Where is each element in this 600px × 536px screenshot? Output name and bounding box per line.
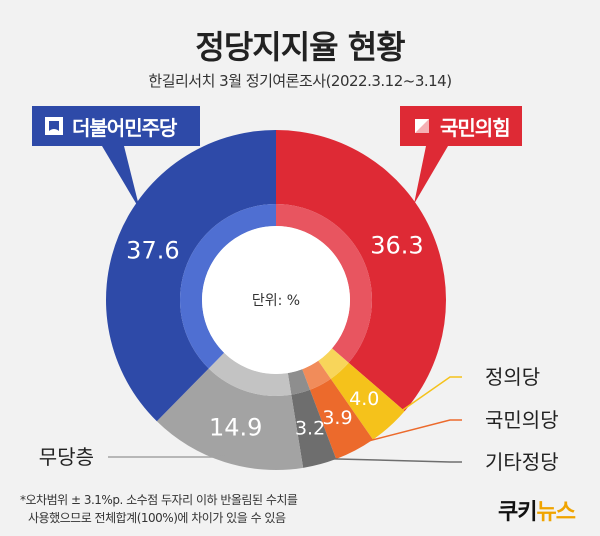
footnote: *오차범위 ± 3.1%p. 소수점 두자리 이하 반올림된 수치를 사용했으므… — [20, 491, 298, 527]
dem-logo-icon — [45, 117, 63, 135]
slice-2-value-label: 3.9 — [322, 407, 352, 429]
slice-2-category-label: 국민의당 — [485, 408, 559, 432]
slice-3-callout-line — [318, 457, 462, 463]
brand-part-2: 뉴스 — [536, 500, 575, 525]
donut-center — [202, 226, 350, 374]
slice-0-value-label: 36.3 — [370, 232, 423, 260]
slice-3-outer — [291, 389, 337, 468]
slice-4-callout-line — [108, 455, 227, 458]
slice-4-inner — [208, 352, 292, 396]
chart-subtitle: 한길리서치 3월 정기여론조사(2022.3.12~3.14) — [148, 72, 452, 90]
dem-pointer — [102, 146, 140, 210]
slice-1-outer — [330, 362, 405, 440]
slice-3-value-label: 3.2 — [295, 418, 325, 440]
slice-0-inner — [276, 204, 373, 363]
ppp-logo-icon — [415, 119, 429, 133]
slice-1-callout-line — [385, 376, 462, 423]
legend-dem-box: 더불어민주당 — [32, 106, 200, 146]
brand-logo: 쿠키뉴스 — [498, 494, 576, 526]
slice-2-outer — [309, 378, 373, 460]
slice-0-outer — [276, 130, 447, 412]
chart-title: 정당지지율 현황 — [195, 28, 405, 66]
slice-1-value-label: 4.0 — [349, 388, 379, 410]
slice-1-category-label: 정의당 — [485, 365, 540, 389]
brand-part-1: 쿠키 — [498, 500, 537, 525]
slice-3-inner — [287, 369, 310, 395]
footnote-line-1: *오차범위 ± 3.1%p. 소수점 두자리 이하 반올림된 수치를 — [20, 493, 298, 507]
dem-label: 더불어민주당 — [72, 115, 177, 140]
slice-4-category-label: 무당층 — [39, 445, 94, 469]
ppp-label: 국민의힘 — [440, 115, 511, 140]
slice-5-value-label: 37.6 — [126, 237, 179, 265]
slice-2-inner — [302, 360, 331, 390]
slice-2-callout-line — [352, 419, 462, 446]
slice-1-inner — [318, 348, 349, 379]
ppp-pointer — [414, 146, 448, 204]
slice-3-category-label: 기타정당 — [485, 450, 559, 474]
unit-label: 단위: % — [252, 293, 300, 309]
slice-5-inner — [179, 204, 276, 369]
footnote-line-2: 사용했으므로 전체합계(100%)에 차이가 있을 수 있음 — [28, 511, 286, 525]
slice-5-outer — [106, 130, 276, 422]
legend-ppp-box: 국민의힘 — [400, 106, 522, 146]
slice-4-outer — [156, 368, 304, 471]
slice-4-value-label: 14.9 — [209, 414, 262, 442]
